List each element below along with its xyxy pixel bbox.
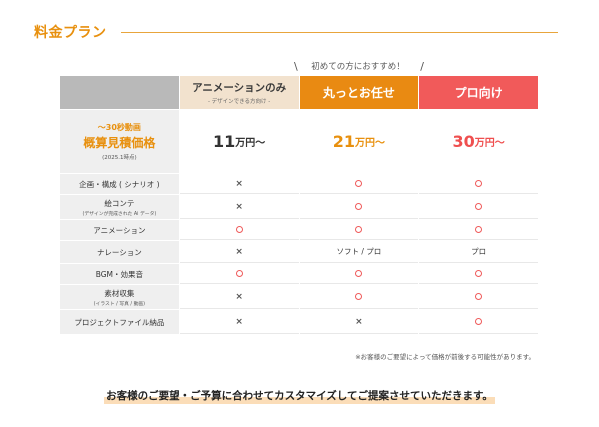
feature-rows: 企画・構成 ( シナリオ ) × ○ ○ 絵コンテ (デザインが完成された Ai データ)… <box>60 174 538 334</box>
price-unit: 万円〜 <box>355 138 385 149</box>
pricing-note: ※お客様のご要望によって価格が前後する可能性があります。 <box>355 353 535 361</box>
price-date-label: (2025.1時点) <box>102 155 137 161</box>
included-circle-icon: ○ <box>475 293 483 300</box>
feature-cell: ○ <box>299 174 419 194</box>
plan-header-animation-only: アニメーションのみ - デザインできる方向け - <box>179 76 299 109</box>
table-row: BGM・効果音 ○ ○ ○ <box>60 264 538 284</box>
feature-label-cell: 絵コンテ (デザインが完成された Ai データ) <box>60 195 179 219</box>
pricing-table: アニメーションのみ - デザインできる方向け - 丸っとお任せ プロ向け 〜30… <box>60 76 538 334</box>
feature-cell: ○ <box>419 220 538 240</box>
feature-sublabel: (デザインが完成された Ai データ) <box>82 211 157 217</box>
feature-label-cell: BGM・効果音 <box>60 264 179 284</box>
included-circle-icon: ○ <box>235 270 243 277</box>
price-cell-plan3: 30 万円〜 <box>419 110 538 173</box>
included-circle-icon: ○ <box>355 270 363 277</box>
price-unit: 万円〜 <box>235 138 266 149</box>
feature-cell: × <box>179 285 299 309</box>
feature-label: 絵コンテ <box>104 198 135 208</box>
excluded-cross-icon: × <box>235 201 243 212</box>
price-estimate-label: 概算見積価格 <box>83 136 156 150</box>
feature-label: プロジェクトファイル納品 <box>74 317 165 327</box>
plan-name: プロ向け <box>454 86 503 100</box>
feature-cell: × <box>179 241 299 263</box>
included-circle-icon: ○ <box>475 180 483 187</box>
price-row: 〜30秒動画 概算見積価格 (2025.1時点) 11 万円〜 21 万円〜 30 万… <box>60 110 538 173</box>
included-circle-icon: ○ <box>475 270 483 277</box>
included-circle-icon: ○ <box>355 293 363 300</box>
feature-label-cell: 素材収集 (イラスト / 写真 / 動画) <box>60 285 179 309</box>
excluded-cross-icon: × <box>235 246 243 257</box>
excluded-cross-icon: × <box>235 178 243 189</box>
included-circle-icon: ○ <box>475 318 483 325</box>
feature-label: BGM・効果音 <box>95 269 144 279</box>
price-label-cell: 〜30秒動画 概算見積価格 (2025.1時点) <box>60 110 179 173</box>
price-cell-plan2: 21 万円〜 <box>299 110 419 173</box>
price-value: 30 <box>452 132 475 151</box>
table-row: 素材収集 (イラスト / 写真 / 動画) × ○ ○ <box>60 285 538 309</box>
feature-label-cell: アニメーション <box>60 220 179 240</box>
feature-cell: ○ <box>419 264 538 284</box>
recommend-callout: \ 初めての方におすすめ！ / <box>294 59 424 75</box>
feature-cell: × <box>299 310 419 334</box>
price-cell-plan1: 11 万円〜 <box>179 110 299 173</box>
callout-right-slash: / <box>420 60 424 73</box>
footer-message: お客様のご要望・ご予算に合わせてカスタマイズしてご提案させていただきます。 <box>0 384 599 404</box>
feature-cell: ○ <box>179 264 299 284</box>
table-row: ナレーション × ソフト / プロ プロ <box>60 241 538 263</box>
table-row: 企画・構成 ( シナリオ ) × ○ ○ <box>60 174 538 194</box>
feature-sublabel: (イラスト / 写真 / 動画) <box>93 301 146 307</box>
callout-text: 初めての方におすすめ！ <box>311 62 405 72</box>
feature-cell: ○ <box>179 220 299 240</box>
plan-header-full-service: 丸っとお任せ <box>299 76 419 109</box>
included-circle-icon: ○ <box>355 180 363 187</box>
plan-name: 丸っとお任せ <box>322 86 395 100</box>
header-blank-cell <box>60 76 179 109</box>
price-value: 11 <box>212 132 236 151</box>
table-row: 絵コンテ (デザインが完成された Ai データ) × ○ ○ <box>60 195 538 219</box>
included-circle-icon: ○ <box>475 226 483 233</box>
included-circle-icon: ○ <box>355 226 363 233</box>
price-unit: 万円〜 <box>474 138 505 149</box>
page-title: 料金プラン <box>34 25 107 41</box>
price-duration-label: 〜30秒動画 <box>97 123 141 132</box>
feature-label: 企画・構成 ( シナリオ ) <box>79 179 160 189</box>
feature-label-cell: ナレーション <box>60 241 179 263</box>
feature-label-cell: 企画・構成 ( シナリオ ) <box>60 174 179 194</box>
plan-subtitle: - デザインできる方向け - <box>207 99 271 105</box>
feature-cell: × <box>179 195 299 219</box>
feature-cell: ○ <box>299 195 419 219</box>
feature-label: アニメーション <box>93 225 146 235</box>
feature-value-text: ソフト / プロ <box>336 247 382 256</box>
included-circle-icon: ○ <box>475 203 483 210</box>
feature-label: ナレーション <box>96 247 142 257</box>
callout-left-slash: \ <box>294 60 298 73</box>
plan-header-pro: プロ向け <box>419 76 538 109</box>
price-value: 21 <box>332 132 355 151</box>
feature-cell: ○ <box>299 264 419 284</box>
feature-cell: ○ <box>419 285 538 309</box>
feature-cell: ソフト / プロ <box>299 241 419 263</box>
feature-label: 素材収集 <box>104 288 135 298</box>
feature-cell: ○ <box>419 174 538 194</box>
plan-name: アニメーションのみ <box>192 82 287 94</box>
feature-cell: プロ <box>419 241 538 263</box>
feature-cell: ○ <box>299 220 419 240</box>
table-row: プロジェクトファイル納品 × × ○ <box>60 310 538 334</box>
excluded-cross-icon: × <box>355 316 363 327</box>
feature-cell: × <box>179 174 299 194</box>
feature-cell: × <box>179 310 299 334</box>
excluded-cross-icon: × <box>235 291 243 302</box>
feature-cell: ○ <box>299 285 419 309</box>
feature-cell: ○ <box>419 310 538 334</box>
table-row: アニメーション ○ ○ ○ <box>60 220 538 240</box>
included-circle-icon: ○ <box>235 226 243 233</box>
feature-value-text: プロ <box>471 247 487 256</box>
included-circle-icon: ○ <box>355 203 363 210</box>
table-header-row: アニメーションのみ - デザインできる方向け - 丸っとお任せ プロ向け <box>60 76 538 109</box>
footer-message-text: お客様のご要望・ご予算に合わせてカスタマイズしてご提案させていただきます。 <box>104 388 495 404</box>
feature-label-cell: プロジェクトファイル納品 <box>60 310 179 334</box>
title-divider <box>121 32 558 33</box>
feature-cell: ○ <box>419 195 538 219</box>
excluded-cross-icon: × <box>235 316 243 327</box>
